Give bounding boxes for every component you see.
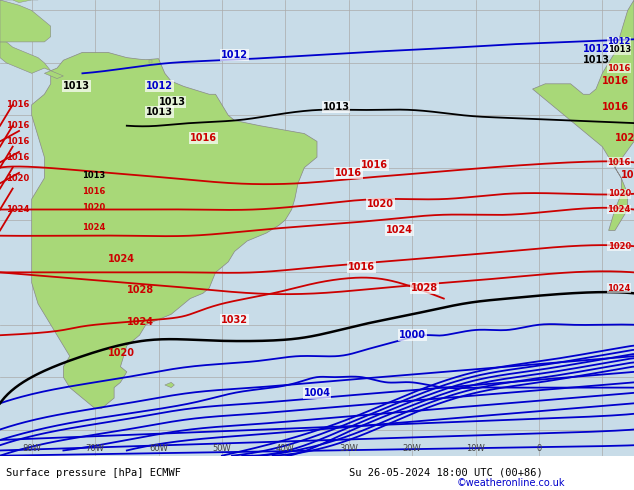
Text: 1028: 1028 [127,285,154,295]
Text: 1024: 1024 [607,205,631,214]
Polygon shape [0,0,51,42]
Text: 1016: 1016 [602,76,630,86]
Text: 1016: 1016 [6,153,30,162]
Text: 1024: 1024 [108,254,135,264]
Text: 1013: 1013 [323,102,349,112]
Text: 1016: 1016 [6,137,30,146]
Text: 1013: 1013 [146,107,173,117]
Text: 1020: 1020 [607,242,631,251]
Text: 1020: 1020 [82,202,106,212]
Text: 1024: 1024 [621,170,634,180]
Polygon shape [44,71,63,78]
Polygon shape [0,0,38,2]
Text: 1016: 1016 [361,160,389,170]
Text: 30W: 30W [339,444,358,453]
Text: 1024: 1024 [607,284,631,293]
Text: 60W: 60W [149,444,168,453]
Text: Su 26-05-2024 18:00 UTC (00+86): Su 26-05-2024 18:00 UTC (00+86) [349,468,543,478]
Text: 1016: 1016 [6,100,30,109]
Polygon shape [165,382,174,388]
Text: 10W: 10W [466,444,485,453]
Text: 1024: 1024 [386,225,413,236]
Polygon shape [32,52,317,409]
Text: 1016: 1016 [190,133,217,144]
Text: 80W: 80W [22,444,41,453]
Text: 1004: 1004 [304,388,330,398]
Text: 1016: 1016 [82,187,106,196]
Text: 1012: 1012 [146,81,173,91]
Text: 1024: 1024 [6,205,30,214]
Text: 1000: 1000 [399,330,425,340]
Text: 1020: 1020 [367,199,394,209]
Text: 1013: 1013 [158,97,186,107]
Text: 1012: 1012 [607,37,631,47]
Text: 1020: 1020 [607,189,631,198]
Text: 50W: 50W [212,444,231,453]
Text: 20W: 20W [403,444,422,453]
Polygon shape [533,0,634,230]
Text: 1024: 1024 [82,223,106,232]
Text: 1013: 1013 [63,81,91,91]
Text: 0: 0 [536,444,541,453]
Polygon shape [0,42,51,74]
Text: 1016: 1016 [607,64,631,73]
Polygon shape [149,60,152,63]
Text: 1028: 1028 [411,283,438,293]
Text: 1016: 1016 [6,121,30,130]
Text: 1020: 1020 [108,348,135,358]
Text: ©weatheronline.co.uk: ©weatheronline.co.uk [456,478,565,488]
Text: 1013: 1013 [82,171,106,180]
Text: Surface pressure [hPa] ECMWF: Surface pressure [hPa] ECMWF [6,468,181,478]
Text: 1020: 1020 [6,173,30,183]
Text: 1013: 1013 [607,45,631,54]
Text: 1013: 1013 [583,55,611,65]
Text: 40W: 40W [276,444,295,453]
Text: 1032: 1032 [221,315,248,324]
Text: 1012: 1012 [583,45,611,54]
Text: 70W: 70W [86,444,105,453]
Text: 1012: 1012 [221,50,248,60]
Text: 1020: 1020 [615,133,634,144]
Text: 1016: 1016 [335,168,362,178]
Text: 1016: 1016 [607,158,631,167]
Text: 1016: 1016 [602,102,630,112]
Text: 1016: 1016 [348,262,375,272]
Text: 1024: 1024 [127,317,154,327]
